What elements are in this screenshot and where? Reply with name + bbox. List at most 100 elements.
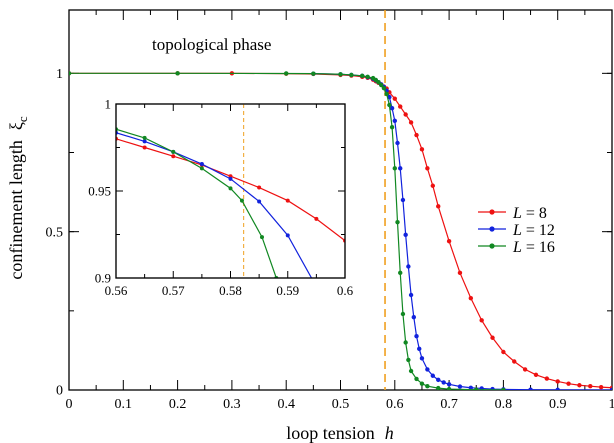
data-point xyxy=(228,176,233,181)
data-point xyxy=(284,71,289,76)
x-tick-label: 0.5 xyxy=(332,397,350,412)
y-axis-label-symbol: ξ xyxy=(6,122,26,130)
data-point xyxy=(406,357,411,363)
data-point xyxy=(228,186,233,191)
x-tick-label: 0.56 xyxy=(105,283,128,298)
x-tick-label: 0.57 xyxy=(162,283,185,298)
main-series xyxy=(69,71,612,390)
inset-x-tick-labels: 0.56 0.57 0.58 0.59 0.6 xyxy=(105,283,354,298)
data-point xyxy=(408,120,414,125)
data-point xyxy=(457,270,463,276)
data-point xyxy=(544,376,550,381)
x-axis-label-symbol: h xyxy=(385,423,394,443)
data-point xyxy=(239,198,244,203)
data-point xyxy=(408,292,414,298)
data-point xyxy=(381,86,387,91)
data-point xyxy=(528,387,533,390)
y-tick-label: 0 xyxy=(56,384,63,399)
x-tick-label: 0.8 xyxy=(495,397,513,412)
x-tick-label: 0.3 xyxy=(223,397,241,412)
legend-entry-l8: L = 8 xyxy=(478,205,547,222)
data-point xyxy=(199,162,204,167)
data-point xyxy=(555,379,560,384)
data-point xyxy=(501,387,506,390)
data-point xyxy=(257,199,262,204)
data-point xyxy=(419,356,425,361)
data-point xyxy=(457,384,463,389)
data-point xyxy=(392,118,397,124)
data-point xyxy=(259,235,264,240)
data-point xyxy=(577,383,582,388)
data-point xyxy=(69,71,72,76)
legend-label-l16: L = 16 xyxy=(512,239,555,256)
data-point xyxy=(175,71,180,76)
data-point xyxy=(314,216,319,221)
x-tick-label: 0.7 xyxy=(440,397,458,412)
x-tick-label: 0.6 xyxy=(337,283,354,298)
inset-series xyxy=(116,127,345,278)
y-tick-label: 1 xyxy=(56,67,63,82)
data-point xyxy=(430,183,436,188)
data-point xyxy=(403,232,408,238)
y-tick-label: 0.5 xyxy=(46,225,64,240)
y-axis-label-text: confinement length xyxy=(6,140,26,279)
data-point xyxy=(468,295,474,301)
data-point xyxy=(430,373,436,378)
inset-plot-frame xyxy=(115,103,346,279)
legend-marker-l8 xyxy=(489,209,495,215)
y-axis-label-subscript: c xyxy=(15,116,30,122)
data-point xyxy=(441,380,446,385)
data-point xyxy=(425,384,430,389)
y-tick-label: 0.9 xyxy=(95,270,111,285)
data-point xyxy=(446,382,452,387)
y-tick-label: 1 xyxy=(105,96,112,111)
data-point xyxy=(419,381,425,386)
x-tick-label: 0.59 xyxy=(276,283,299,298)
x-axis-label: loop tension h xyxy=(286,423,394,443)
data-point xyxy=(379,82,384,88)
x-tick-label: 0.6 xyxy=(386,397,404,412)
data-point xyxy=(403,340,408,345)
data-point xyxy=(598,384,604,390)
data-point xyxy=(257,185,262,190)
data-point xyxy=(398,104,403,109)
data-point xyxy=(171,154,176,159)
y-tick-label: 0.95 xyxy=(88,183,111,198)
data-point xyxy=(417,346,422,352)
legend-entry-l12: L = 12 xyxy=(478,222,555,239)
data-point xyxy=(376,80,381,85)
x-axis-label-text: loop tension xyxy=(286,423,375,443)
legend-entry-l16: L = 16 xyxy=(478,239,555,256)
data-point xyxy=(474,387,479,390)
data-point xyxy=(512,359,517,364)
x-tick-label: 0.58 xyxy=(219,283,242,298)
data-point xyxy=(199,166,204,171)
data-point xyxy=(566,381,571,386)
data-point xyxy=(446,386,452,390)
data-point xyxy=(384,91,389,97)
data-point xyxy=(436,377,441,383)
data-point xyxy=(142,135,147,140)
data-point xyxy=(436,385,441,390)
legend-marker-l16 xyxy=(489,243,495,249)
data-point xyxy=(142,145,147,150)
data-point xyxy=(403,112,408,117)
data-point xyxy=(414,333,419,339)
data-point xyxy=(398,270,403,276)
data-point xyxy=(387,102,392,108)
data-point xyxy=(171,149,176,154)
main-x-tick-labels: 0 0.1 0.2 0.3 0.4 0.5 0.6 0.7 0.8 0.9 1 xyxy=(66,397,614,412)
data-point xyxy=(414,376,419,382)
data-point xyxy=(389,105,395,111)
x-tick-label: 0 xyxy=(66,397,73,412)
data-point xyxy=(389,124,395,130)
data-point xyxy=(479,386,484,390)
data-point xyxy=(285,233,290,238)
data-point xyxy=(479,318,484,323)
data-point xyxy=(400,311,406,317)
data-point xyxy=(395,219,400,225)
y-axis-label: confinement length ξc xyxy=(6,116,30,280)
x-tick-label: 0.1 xyxy=(115,397,133,412)
data-point xyxy=(490,335,495,340)
x-tick-label: 1 xyxy=(609,397,614,412)
